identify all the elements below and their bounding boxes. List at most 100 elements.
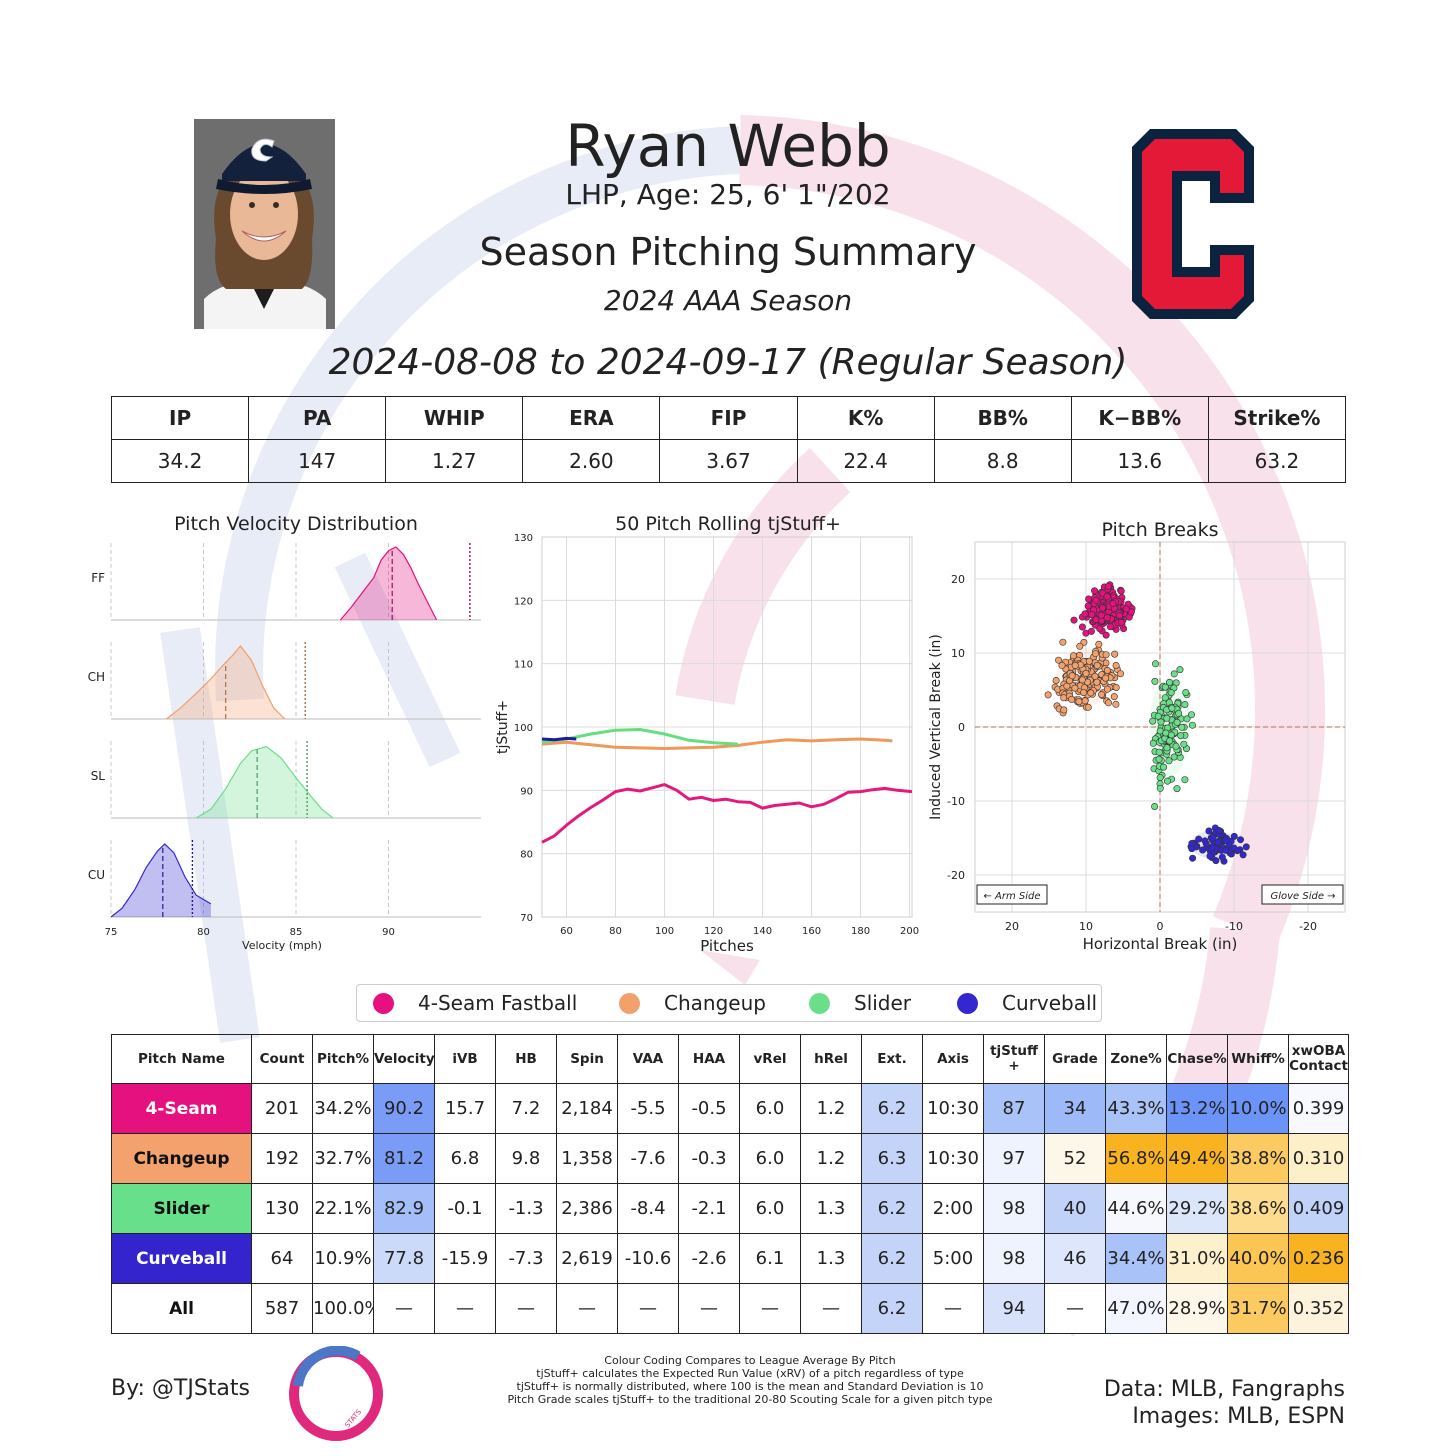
- breaks-point-slider: [1183, 715, 1191, 723]
- breaks-point-curveball: [1222, 836, 1230, 844]
- breaks-point-fastball: [1103, 593, 1111, 601]
- breaks-point-curveball: [1209, 834, 1217, 842]
- pitch-table-cell: 38.8%: [1227, 1133, 1289, 1184]
- pitch-table-cell: 97: [983, 1133, 1045, 1184]
- stat-value-pa: 147: [248, 439, 387, 483]
- pitch-table-cell: 47.0%: [1105, 1283, 1167, 1334]
- pitch-table-cell: —: [800, 1283, 862, 1334]
- breaks-point-changeup: [1093, 678, 1101, 686]
- footer-note: tjStuff+ calculates the Expected Run Val…: [536, 1367, 964, 1380]
- breaks-point-curveball: [1201, 837, 1209, 845]
- legend-item-slider: Slider: [809, 985, 911, 1021]
- pitch-table-cell: 40: [1044, 1183, 1106, 1234]
- table-row: All587100.0%————————6.2—94—47.0%28.9%31.…: [111, 1283, 1349, 1334]
- breaks-point-changeup: [1080, 689, 1088, 697]
- velocity-x-tick: 90: [382, 927, 395, 938]
- pitch-table-cell: 100.0%: [312, 1283, 374, 1334]
- breaks-point-slider: [1165, 757, 1173, 765]
- breaks-point-changeup: [1098, 691, 1106, 699]
- breaks-point-changeup: [1055, 656, 1063, 664]
- pitch-table-header: xwOBA Contact: [1288, 1034, 1349, 1084]
- pitch-table-cell: 2,184: [556, 1083, 618, 1134]
- breaks-point-curveball: [1208, 845, 1216, 853]
- pitch-table-header: HAA: [678, 1034, 740, 1084]
- breaks-point-fastball: [1078, 623, 1086, 631]
- pitch-table-cell: —: [617, 1283, 679, 1334]
- breaks-point-curveball: [1199, 846, 1207, 854]
- pitch-table-cell: 1,358: [556, 1133, 618, 1184]
- pitch-table-cell: 15.7: [434, 1083, 496, 1134]
- breaks-point-slider: [1182, 689, 1190, 697]
- footer-note: Pitch Grade scales tjStuff+ to the tradi…: [507, 1393, 993, 1406]
- breaks-point-fastball: [1096, 625, 1104, 633]
- breaks-point-changeup: [1085, 657, 1093, 665]
- breaks-x-label: Horizontal Break (in): [1083, 935, 1238, 953]
- breaks-point-changeup: [1110, 693, 1118, 701]
- stat-header-era: ERA: [522, 396, 661, 440]
- rolling-plot-frame: [541, 536, 913, 918]
- breaks-point-fastball: [1088, 611, 1096, 619]
- breaks-point-changeup: [1044, 691, 1052, 699]
- breaks-point-slider: [1166, 737, 1174, 745]
- breaks-point-curveball: [1215, 826, 1223, 834]
- breaks-point-curveball: [1222, 846, 1230, 854]
- velocity-density-line-ff: [339, 546, 438, 621]
- stat-value-k-minus-bb: 13.6: [1070, 439, 1209, 483]
- pitch-table-header: Pitch Name: [111, 1034, 252, 1084]
- pitch-table-cell: 192: [251, 1133, 313, 1184]
- breaks-point-slider: [1164, 777, 1172, 785]
- pitch-table-cell: 31.7%: [1227, 1283, 1289, 1334]
- breaks-point-changeup: [1068, 672, 1076, 680]
- breaks-point-changeup: [1070, 652, 1078, 660]
- rolling-y-tick: 110: [514, 660, 533, 671]
- breaks-point-curveball: [1206, 852, 1214, 860]
- breaks-x-tick: -10: [1225, 920, 1243, 933]
- footer-notes: Colour Coding Compares to League Average…: [450, 1354, 1050, 1406]
- breaks-point-changeup: [1084, 703, 1092, 711]
- rolling-line-curveball: [541, 736, 577, 742]
- rolling-x-label: Pitches: [700, 937, 754, 955]
- breaks-point-changeup: [1063, 682, 1071, 690]
- breaks-point-slider: [1160, 763, 1168, 771]
- rolling-y-label: tjStuff+: [495, 700, 511, 754]
- breaks-point-slider: [1149, 717, 1157, 725]
- footer-note: Colour Coding Compares to League Average…: [604, 1354, 896, 1367]
- breaks-point-changeup: [1060, 694, 1068, 702]
- pitch-table-cell: 10.9%: [312, 1233, 374, 1284]
- pitch-table-cell: 6.0: [739, 1083, 801, 1134]
- velocity-row-label: CH: [88, 670, 105, 684]
- velocity-density-area-ff: [340, 547, 437, 620]
- table-row: Slider 130 22.1% 82.9 -0.1 -1.3 2,386 -8.4 -2.1 6…: [111, 1183, 1349, 1234]
- breaks-point-fastball: [1070, 616, 1078, 624]
- pitch-name-cell: All: [111, 1283, 252, 1334]
- legend-label-changeup: Changeup: [664, 991, 766, 1015]
- pitch-table-cell: —: [922, 1283, 984, 1334]
- breaks-point-changeup: [1087, 689, 1095, 697]
- breaks-y-tick: -10: [947, 795, 965, 808]
- legend-marker-changeup: [619, 992, 640, 1014]
- breaks-point-fastball: [1097, 611, 1105, 619]
- pitch-table-cell: —: [678, 1283, 740, 1334]
- breaks-point-fastball: [1103, 614, 1111, 622]
- player-headshot: [194, 119, 335, 329]
- stat-value-whip: 1.27: [385, 439, 524, 483]
- pitch-table-header: Chase%: [1166, 1034, 1228, 1084]
- pitch-table-cell: 34: [1044, 1083, 1106, 1134]
- legend-item-changeup: Changeup: [619, 985, 766, 1021]
- breaks-point-changeup: [1093, 661, 1101, 669]
- pitch-table-cell: -0.1: [434, 1183, 496, 1234]
- pitch-table-header: Axis: [922, 1034, 984, 1084]
- breaks-point-curveball: [1214, 838, 1222, 846]
- rolling-x-tick: 120: [704, 926, 723, 937]
- pitch-table-cell: 6.2: [861, 1183, 923, 1234]
- breaks-point-slider: [1155, 748, 1163, 756]
- table-row: 4-Seam 201 34.2% 90.2 15.7 7.2 2,184 -5.5 -0.5 6.…: [111, 1083, 1349, 1134]
- pitch-table-cell: 587: [251, 1283, 313, 1334]
- tjstats-logo: STATS: [289, 1346, 383, 1441]
- velocity-chart-title: Pitch Velocity Distribution: [174, 513, 418, 535]
- breaks-x-tick: 10: [1079, 920, 1093, 933]
- breaks-point-changeup: [1111, 650, 1119, 658]
- legend-marker-fastball: [373, 992, 394, 1014]
- velocity-row-label: CU: [88, 868, 105, 882]
- footer-note: tjStuff+ is normally distributed, where …: [516, 1380, 984, 1393]
